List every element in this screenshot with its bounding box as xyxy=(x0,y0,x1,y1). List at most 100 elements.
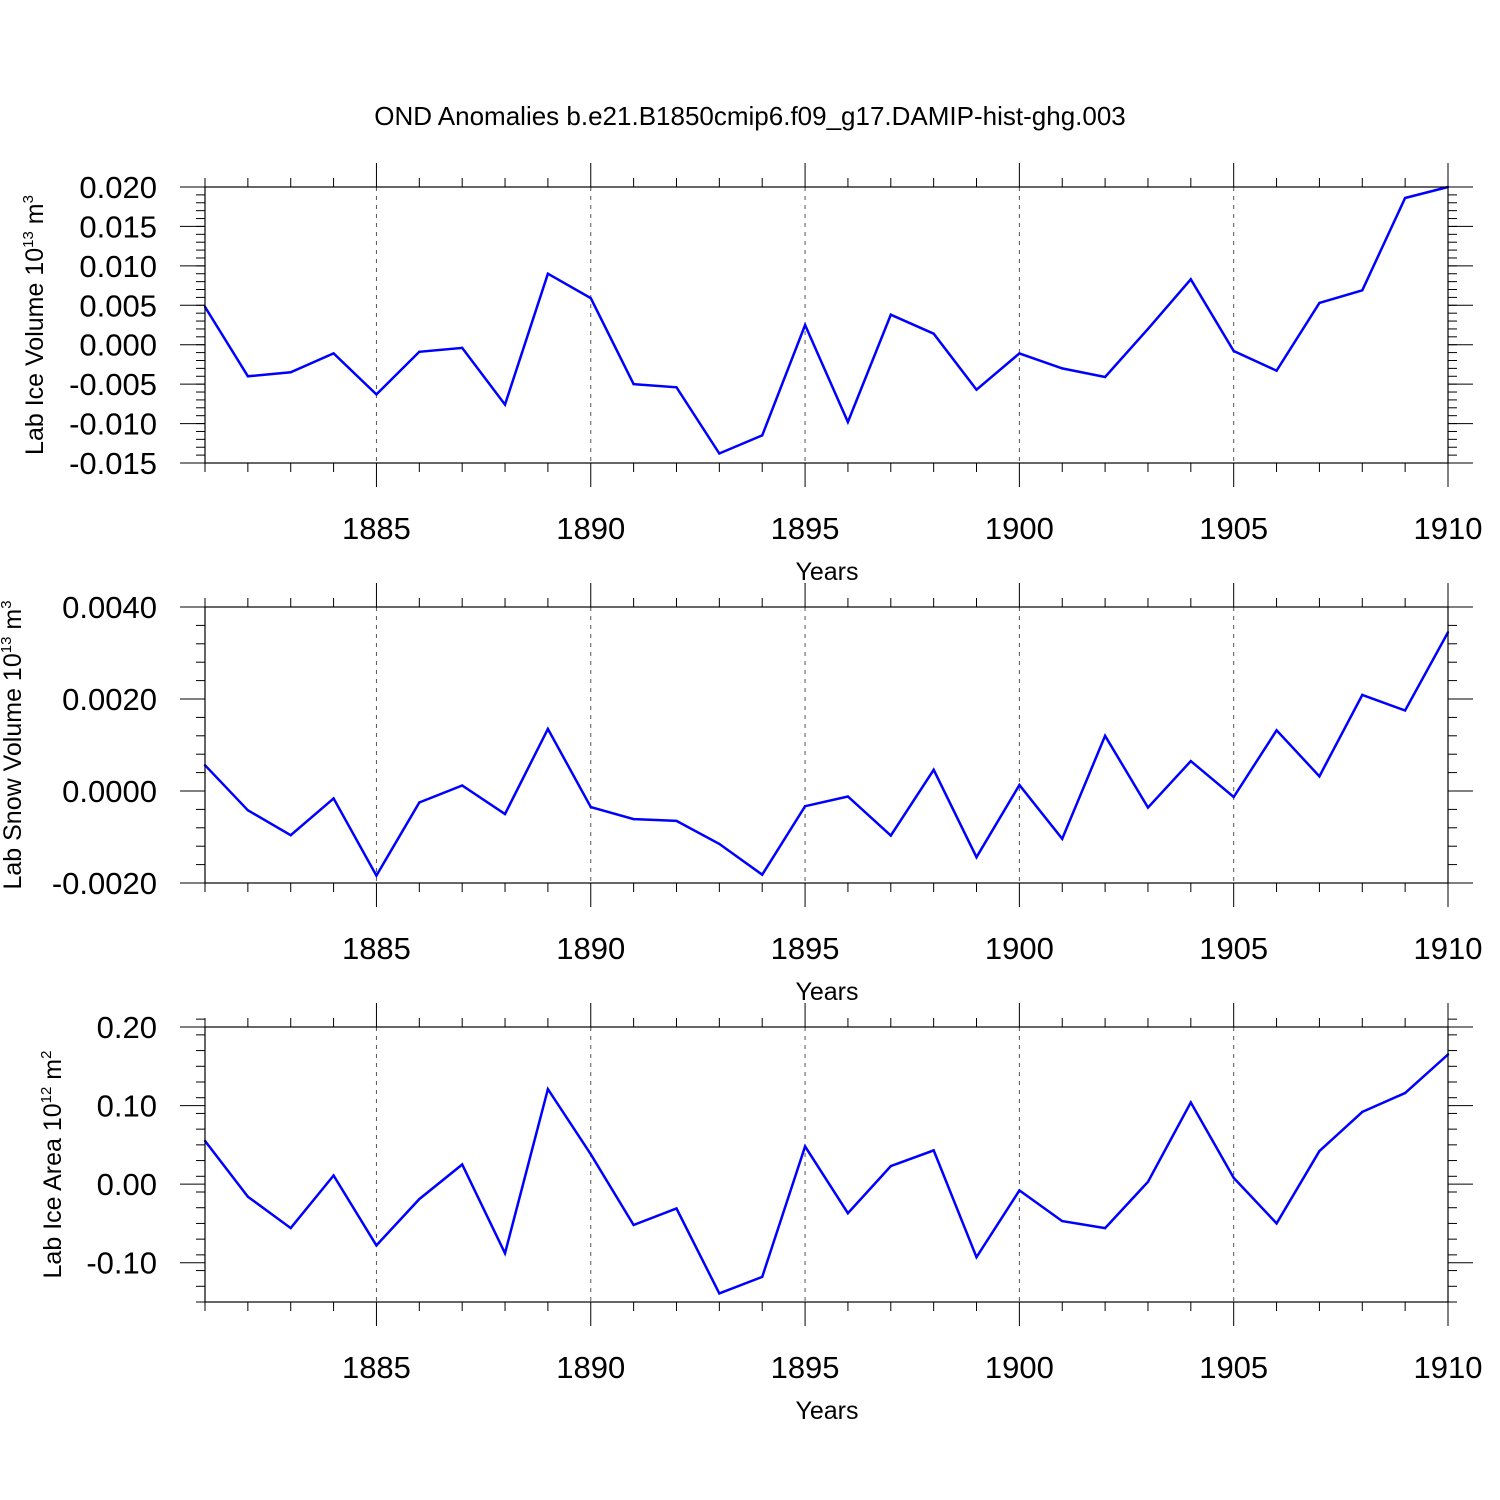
data-point xyxy=(289,833,292,837)
data-point xyxy=(1061,367,1064,370)
data-point xyxy=(761,1275,764,1279)
data-point xyxy=(932,1149,935,1152)
y-tick-label: 0.0020 xyxy=(62,682,157,717)
data-point xyxy=(975,388,978,391)
y-axis-title-unit: m xyxy=(0,609,27,637)
y-tick-label: -0.10 xyxy=(86,1246,157,1281)
chart-panels: -0.015 -0.010 -0.005 0.000 0.005 0.010 0.015 0.… xyxy=(0,163,1482,1425)
data-point xyxy=(289,1226,292,1230)
data-point xyxy=(1361,693,1364,697)
y-tick-label: 0.0000 xyxy=(62,774,157,809)
x-axis-title: Years xyxy=(795,978,858,1006)
plot-frame xyxy=(204,1026,1449,1303)
data-point xyxy=(932,332,935,335)
y-axis-title-unit: m xyxy=(21,203,49,231)
data-point xyxy=(1103,375,1107,379)
data-point xyxy=(803,323,807,327)
y-axis-title: Lab Ice Area 1012 m2 xyxy=(38,1051,67,1279)
data-point xyxy=(503,403,507,406)
x-tick-label: 1900 xyxy=(985,931,1054,966)
x-axis-title: Years xyxy=(795,558,858,586)
data-point xyxy=(1232,795,1235,799)
data-point xyxy=(375,393,378,396)
data-point xyxy=(1403,196,1407,200)
x-tick-label: 1910 xyxy=(1414,511,1483,546)
x-tick-label: 1910 xyxy=(1414,1350,1483,1385)
y-axis-title-unit-exponent: 3 xyxy=(20,195,37,203)
data-point xyxy=(1146,327,1150,331)
chart-panel-2: -0.0020 0.0000 0.0020 0.0040 1885 1890 1895 190… xyxy=(0,583,1482,1006)
data-point xyxy=(503,1252,507,1255)
y-tick-label: -0.0020 xyxy=(52,866,157,901)
series-line xyxy=(204,631,1450,879)
data-point xyxy=(1361,289,1364,292)
data-point xyxy=(1403,709,1407,712)
y-axis-title: Lab Ice Volume 1013 m3 xyxy=(20,195,49,455)
y-axis-title-unit: m xyxy=(39,1059,67,1087)
data-point xyxy=(289,371,292,374)
y-axis-title-unit-exponent: 2 xyxy=(38,1051,55,1059)
data-point xyxy=(1403,1091,1407,1095)
data-point xyxy=(718,842,721,846)
data-point xyxy=(1318,1149,1321,1153)
data-point xyxy=(632,817,635,821)
data-point xyxy=(718,1292,721,1295)
x-tick-label: 1905 xyxy=(1199,931,1268,966)
data-point xyxy=(332,797,335,800)
chart-panel-3: -0.10 0.00 0.10 0.20 1885 1890 1895 1900 1905 191… xyxy=(38,1003,1482,1425)
data-point xyxy=(460,1163,464,1166)
y-tick-label: 0.20 xyxy=(97,1010,157,1045)
data-point xyxy=(375,1244,378,1247)
data-point xyxy=(632,1223,635,1227)
data-point xyxy=(460,784,464,787)
data-point xyxy=(1275,369,1278,372)
plot-frame xyxy=(204,186,1449,464)
data-point xyxy=(1061,1219,1064,1223)
y-tick-label: 0.015 xyxy=(79,209,157,244)
x-tick-label: 1895 xyxy=(771,511,840,546)
data-point xyxy=(246,375,250,378)
data-point xyxy=(975,856,978,859)
data-point xyxy=(975,1256,978,1259)
x-tick-label: 1890 xyxy=(556,511,625,546)
plot-frame xyxy=(204,606,1449,884)
series-line xyxy=(204,1053,1449,1295)
data-point xyxy=(1275,1222,1278,1225)
x-tick-label: 1885 xyxy=(342,511,411,546)
data-point xyxy=(1018,783,1021,787)
data-point xyxy=(546,272,550,275)
x-tick-label: 1905 xyxy=(1199,511,1268,546)
x-tick-label: 1885 xyxy=(342,1350,411,1385)
y-axis-title-unit-exponent: 3 xyxy=(0,600,15,608)
data-point xyxy=(418,1197,421,1201)
data-point xyxy=(846,1212,850,1215)
data-point xyxy=(589,805,592,809)
x-tick-label: 1895 xyxy=(771,931,840,966)
y-axis-title-exponent: 13 xyxy=(0,637,15,654)
data-point xyxy=(418,350,421,354)
x-tick-label: 1905 xyxy=(1199,1350,1268,1385)
data-point xyxy=(846,420,850,424)
y-tick-label: -0.005 xyxy=(69,367,157,402)
x-tick-label: 1900 xyxy=(985,1350,1054,1385)
y-axis-title-exponent: 12 xyxy=(38,1087,55,1104)
data-point xyxy=(889,1164,892,1168)
data-point xyxy=(332,1174,335,1177)
data-point xyxy=(546,727,550,731)
data-point xyxy=(503,812,507,816)
y-tick-label: -0.015 xyxy=(69,446,157,481)
series-line xyxy=(203,185,1449,456)
data-point xyxy=(1146,806,1150,809)
data-point xyxy=(1061,837,1064,841)
data-point xyxy=(1361,1110,1364,1114)
data-point xyxy=(675,1207,678,1210)
y-tick-label: 0.00 xyxy=(97,1167,157,1202)
x-tick-label: 1910 xyxy=(1414,931,1483,966)
y-tick-label: 0.10 xyxy=(97,1089,157,1124)
y-axis-title-main: Lab Snow Volume 10 xyxy=(0,653,27,889)
y-tick-label: -0.010 xyxy=(69,407,157,442)
data-point xyxy=(846,795,850,798)
data-point xyxy=(246,1195,250,1198)
data-point xyxy=(932,768,935,772)
